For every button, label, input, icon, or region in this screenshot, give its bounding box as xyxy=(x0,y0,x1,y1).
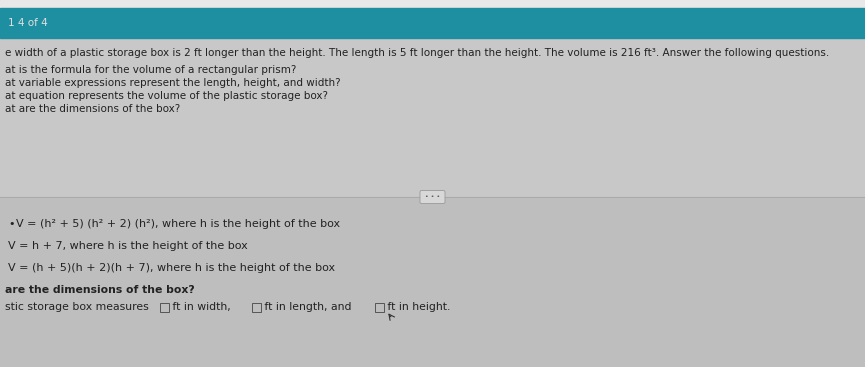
Text: at equation represents the volume of the plastic storage box?: at equation represents the volume of the… xyxy=(5,91,328,101)
Text: • • •: • • • xyxy=(425,195,440,200)
Bar xyxy=(0,8,865,38)
Bar xyxy=(160,303,169,312)
Text: e width of a plastic storage box is 2 ft longer than the height. The length is 5: e width of a plastic storage box is 2 ft… xyxy=(5,48,830,58)
Text: V = (h + 5)(h + 2)(h + 7), where h is the height of the box: V = (h + 5)(h + 2)(h + 7), where h is th… xyxy=(8,263,335,273)
Text: ft in length, and: ft in length, and xyxy=(261,302,356,312)
Bar xyxy=(253,303,261,312)
Bar xyxy=(0,0,865,8)
Text: at is the formula for the volume of a rectangular prism?: at is the formula for the volume of a re… xyxy=(5,65,297,75)
Text: V = h + 7, where h is the height of the box: V = h + 7, where h is the height of the … xyxy=(8,241,247,251)
Text: stic storage box measures: stic storage box measures xyxy=(5,302,152,312)
Bar xyxy=(375,303,383,312)
Text: are the dimensions of the box?: are the dimensions of the box? xyxy=(5,285,195,295)
Text: •: • xyxy=(8,219,15,229)
Text: V = (h² + 5) (h² + 2) (h²), where h is the height of the box: V = (h² + 5) (h² + 2) (h²), where h is t… xyxy=(16,219,340,229)
Bar xyxy=(0,197,865,367)
Text: 1 4 of 4: 1 4 of 4 xyxy=(8,18,48,28)
FancyBboxPatch shape xyxy=(420,190,445,203)
Bar xyxy=(0,38,865,197)
Text: at variable expressions represent the length, height, and width?: at variable expressions represent the le… xyxy=(5,78,341,88)
Text: at are the dimensions of the box?: at are the dimensions of the box? xyxy=(5,104,180,114)
Text: ft in height.: ft in height. xyxy=(383,302,450,312)
Text: ft in width,: ft in width, xyxy=(169,302,234,312)
